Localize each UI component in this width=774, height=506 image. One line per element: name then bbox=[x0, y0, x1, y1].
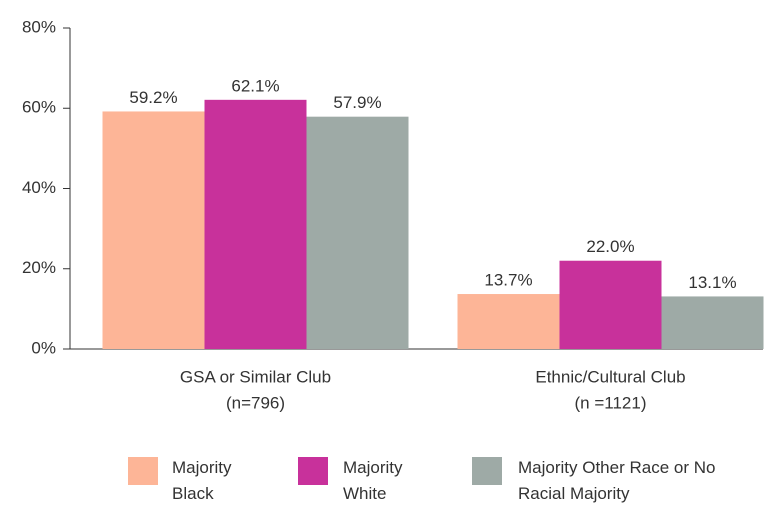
bar bbox=[306, 116, 409, 350]
legend-label: Majority Black bbox=[172, 458, 232, 503]
value-label: 13.7% bbox=[484, 271, 532, 290]
y-tick-label: 40% bbox=[22, 178, 56, 197]
x-tick-label: (n=796) bbox=[226, 393, 285, 412]
y-tick-label: 20% bbox=[22, 258, 56, 277]
y-tick-label: 0% bbox=[31, 338, 56, 357]
x-tick-label: (n =1121) bbox=[575, 393, 647, 412]
value-label: 57.9% bbox=[333, 93, 381, 112]
y-tick-label: 60% bbox=[22, 98, 56, 117]
value-label: 13.1% bbox=[688, 273, 736, 292]
chart: 0% 20% 40% 60% 80% GSA or Similar Club (n=796)… bbox=[22, 17, 764, 412]
bar bbox=[559, 260, 662, 349]
value-label: 59.2% bbox=[129, 88, 177, 107]
legend-swatch bbox=[472, 457, 502, 485]
bar bbox=[102, 111, 205, 350]
value-label: 62.1% bbox=[231, 76, 279, 95]
value-label: 22.0% bbox=[586, 237, 634, 256]
legend-label: Majority Other Race or No Racial Majorit… bbox=[518, 458, 716, 503]
legend-label: Majority White bbox=[343, 458, 403, 503]
legend-swatch bbox=[128, 457, 158, 485]
bar bbox=[661, 296, 764, 349]
x-tick-label: GSA or Similar Club bbox=[180, 367, 331, 386]
y-tick-label: 80% bbox=[22, 17, 56, 36]
bar bbox=[204, 99, 307, 349]
bar bbox=[457, 294, 560, 349]
x-tick-label: Ethnic/Cultural Club bbox=[535, 367, 685, 386]
legend-swatch bbox=[298, 457, 328, 485]
